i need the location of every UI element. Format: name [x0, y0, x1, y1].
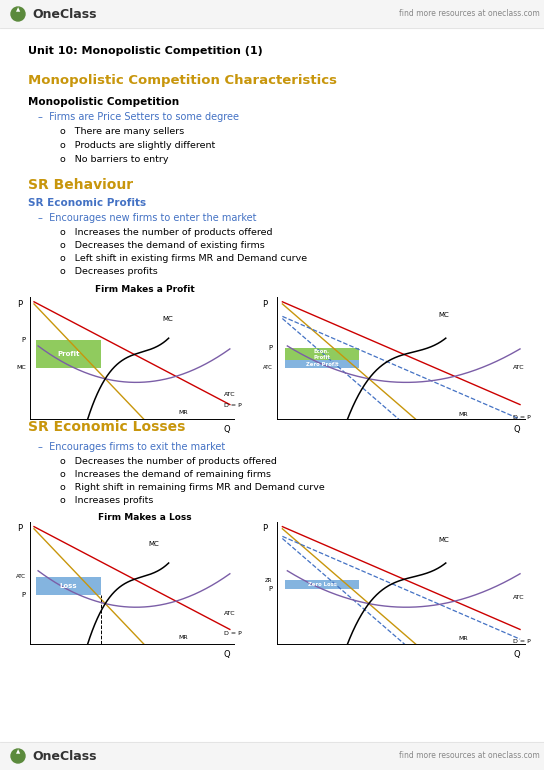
Bar: [285, 581, 359, 589]
Text: ATC: ATC: [263, 365, 273, 370]
Circle shape: [11, 749, 25, 763]
Text: D = P: D = P: [224, 403, 242, 408]
Text: o   Right shift in remaining firms MR and Demand curve: o Right shift in remaining firms MR and …: [60, 483, 325, 492]
Text: Q: Q: [223, 650, 230, 659]
Bar: [285, 360, 359, 368]
Text: –  Firms are Price Setters to some degree: – Firms are Price Setters to some degree: [38, 112, 239, 122]
Text: o   Increases the number of products offered: o Increases the number of products offer…: [60, 228, 273, 237]
Bar: [285, 348, 359, 360]
Text: Firm Makes a Profit: Firm Makes a Profit: [95, 285, 195, 294]
Text: MR: MR: [178, 635, 188, 640]
Text: P: P: [22, 592, 26, 598]
Text: MC: MC: [148, 541, 159, 547]
Text: ATC: ATC: [224, 611, 236, 616]
Text: P: P: [263, 300, 268, 309]
Text: P: P: [263, 524, 268, 534]
Text: P: P: [268, 345, 273, 351]
Bar: [0, 742, 544, 770]
Text: P: P: [22, 336, 26, 343]
Text: Zero Profit: Zero Profit: [306, 362, 338, 367]
Text: D = P: D = P: [512, 414, 530, 420]
Text: P: P: [17, 524, 22, 534]
Text: Monopolistic Competition: Monopolistic Competition: [28, 97, 179, 107]
Text: o   Increases profits: o Increases profits: [60, 496, 153, 505]
Text: Loss: Loss: [60, 583, 77, 589]
Text: D = P: D = P: [224, 631, 242, 637]
Text: find more resources at oneclass.com: find more resources at oneclass.com: [399, 9, 540, 18]
Text: MC: MC: [163, 316, 174, 322]
Text: Zero Loss: Zero Loss: [307, 582, 336, 588]
Text: OneClass: OneClass: [32, 749, 96, 762]
Text: o   Decreases the number of products offered: o Decreases the number of products offer…: [60, 457, 277, 466]
Text: MC: MC: [438, 537, 449, 544]
Text: ATC: ATC: [512, 595, 524, 600]
Text: o   Products are slightly different: o Products are slightly different: [60, 141, 215, 150]
Text: MC: MC: [438, 313, 449, 319]
Text: ATC: ATC: [16, 574, 26, 579]
Text: o   Increases the demand of remaining firms: o Increases the demand of remaining firm…: [60, 470, 271, 479]
Text: Profit: Profit: [58, 351, 80, 357]
Bar: [0, 0, 544, 28]
Text: –  Encourages new firms to enter the market: – Encourages new firms to enter the mark…: [38, 213, 257, 223]
Text: ATC: ATC: [224, 392, 236, 397]
Text: –  Encourages firms to exit the market: – Encourages firms to exit the market: [38, 442, 225, 452]
Text: OneClass: OneClass: [32, 8, 96, 21]
Text: P: P: [268, 586, 273, 592]
Text: o   No barriers to entry: o No barriers to entry: [60, 155, 169, 164]
Text: SR Economic Profits: SR Economic Profits: [28, 198, 146, 208]
Text: MR: MR: [458, 636, 468, 641]
Text: SR Behaviour: SR Behaviour: [28, 178, 133, 192]
Text: MR: MR: [458, 411, 468, 417]
Text: MR: MR: [178, 410, 188, 415]
Text: Firm Makes a Loss: Firm Makes a Loss: [98, 513, 192, 522]
Text: SR Economic Losses: SR Economic Losses: [28, 420, 186, 434]
Text: ▲: ▲: [16, 749, 20, 755]
Text: Unit 10: Monopolistic Competition (1): Unit 10: Monopolistic Competition (1): [28, 46, 263, 56]
Text: Q: Q: [514, 650, 520, 659]
Text: D = P: D = P: [512, 639, 530, 644]
Circle shape: [11, 7, 25, 21]
Text: P: P: [17, 300, 22, 309]
Text: Econ.
Profit: Econ. Profit: [313, 349, 330, 360]
Text: ▲: ▲: [16, 8, 20, 12]
Text: o   Left shift in existing firms MR and Demand curve: o Left shift in existing firms MR and De…: [60, 254, 307, 263]
Text: MC: MC: [16, 365, 26, 370]
Text: Q: Q: [514, 425, 520, 434]
Text: o   There are many sellers: o There are many sellers: [60, 127, 184, 136]
Text: o   Decreases profits: o Decreases profits: [60, 267, 158, 276]
Text: Monopolistic Competition Characteristics: Monopolistic Competition Characteristics: [28, 74, 337, 87]
Bar: [36, 340, 101, 368]
Bar: [36, 577, 101, 595]
Text: find more resources at oneclass.com: find more resources at oneclass.com: [399, 752, 540, 761]
Text: o   Decreases the demand of existing firms: o Decreases the demand of existing firms: [60, 241, 265, 250]
Text: ZR: ZR: [265, 578, 273, 583]
Text: Q: Q: [223, 425, 230, 434]
Text: ATC: ATC: [512, 365, 524, 370]
